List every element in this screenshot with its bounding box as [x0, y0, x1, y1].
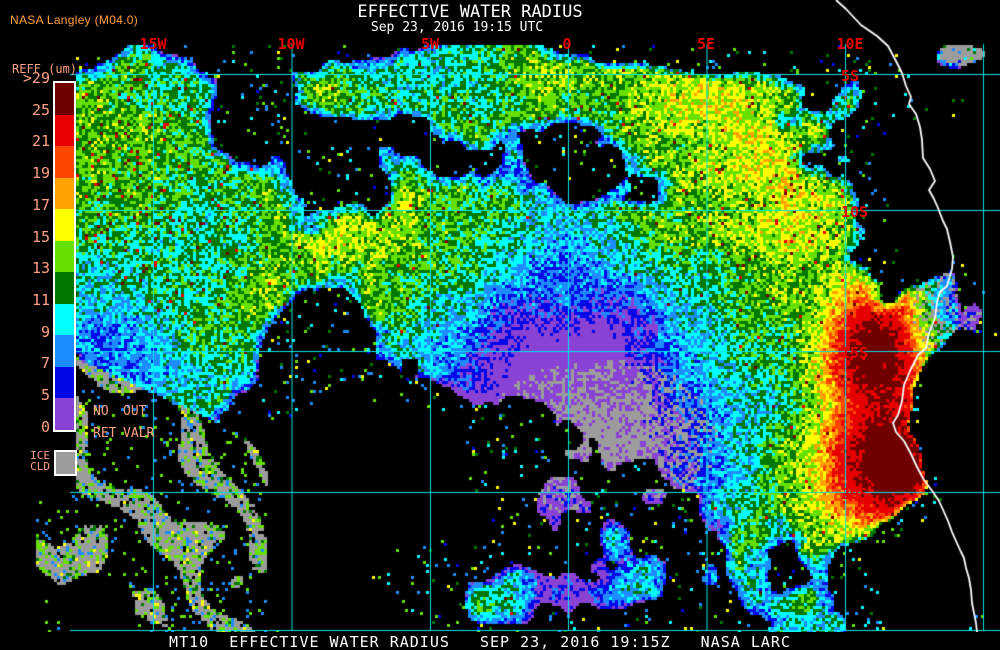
legend-band-8 — [55, 335, 74, 367]
legend-tick-13: 13 — [31, 259, 50, 278]
lat-label-5S: 5S — [841, 67, 860, 85]
legend-tick-gt29: >29 — [22, 69, 50, 87]
ice-cld-swatch — [54, 450, 77, 476]
timestamp-subtitle: Sep 23, 2016 19:15 UTC — [370, 20, 544, 35]
legend-band-6 — [55, 272, 74, 304]
caption-text: MT10 EFFECTIVE WATER RADIUS SEP 23, 2016… — [169, 633, 791, 650]
lat-label-15S: 15S — [841, 344, 869, 362]
legend-band-4 — [55, 209, 74, 241]
ice-cld-label: ICE CLD — [30, 449, 50, 473]
reff-legend: REFF (um) >29 25 21 19 17 15 13 11 9 7 5 0 NO OUT R… — [0, 0, 160, 500]
legend-band-7 — [55, 303, 74, 336]
ret-label: RET — [93, 426, 117, 441]
legend-tick-19: 19 — [31, 164, 50, 183]
legend-band-9 — [55, 366, 74, 399]
legend-band-1 — [55, 114, 74, 147]
legend-tick-17: 17 — [31, 195, 50, 214]
reff-colorbar — [53, 81, 76, 432]
page-title: EFFECTIVE WATER RADIUS — [357, 2, 583, 22]
legend-tick-21: 21 — [31, 132, 50, 151]
legend-tick-7: 7 — [40, 354, 50, 373]
valr-label: VALR — [123, 426, 155, 441]
legend-tick-15: 15 — [31, 227, 50, 246]
legend-band-5 — [55, 240, 74, 273]
lon-label-15W: 15W — [139, 35, 167, 53]
legend-tick-5: 5 — [40, 386, 50, 404]
legend-tick-9: 9 — [40, 322, 50, 341]
legend-band-2 — [55, 146, 74, 178]
lon-label-5E: 5E — [696, 35, 716, 53]
legend-tick-11: 11 — [31, 290, 50, 309]
out-label: OUT — [123, 404, 147, 419]
lon-label-10E: 10E — [836, 35, 864, 53]
legend-tick-25: 25 — [31, 100, 50, 119]
legend-band-3 — [55, 177, 74, 210]
lon-label-0: 0 — [562, 35, 572, 53]
legend-tick-0: 0 — [40, 417, 50, 436]
source-label: NASA Langley (M04.0) — [10, 13, 139, 27]
legend-band-0 — [55, 83, 74, 115]
legend-title: REFF (um) — [12, 62, 78, 76]
lat-label-10S: 10S — [841, 203, 869, 221]
caption-bar: MT10 EFFECTIVE WATER RADIUS SEP 23, 2016… — [0, 632, 1000, 650]
no-label: NO — [93, 404, 109, 419]
lat-label-20S: 20S — [841, 485, 869, 503]
lon-label-10W: 10W — [277, 35, 305, 53]
lon-label-5W: 5W — [420, 35, 440, 53]
legend-band-10 — [55, 398, 74, 431]
